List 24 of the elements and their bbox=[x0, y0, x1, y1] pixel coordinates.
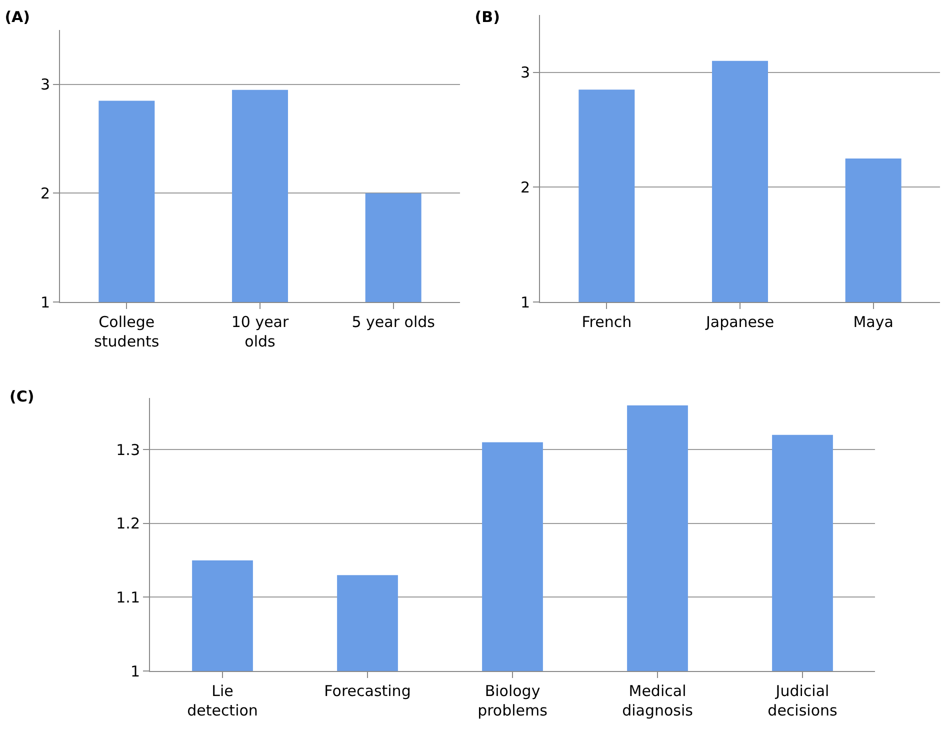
x-tick-label: 5 year olds bbox=[352, 313, 436, 331]
y-tick-label: 1.3 bbox=[116, 440, 140, 459]
x-tick-label: College students bbox=[94, 313, 160, 350]
x-tick-label: 10 year olds bbox=[231, 313, 290, 350]
x-tick-label: Maya bbox=[853, 313, 894, 331]
y-tick-label: 2 bbox=[40, 184, 50, 202]
chart-title: (B) bbox=[474, 8, 500, 26]
x-tick-label: Biology problems bbox=[478, 682, 548, 720]
y-tick-label: 1 bbox=[520, 293, 530, 312]
x-tick-label: Forecasting bbox=[324, 682, 411, 700]
y-tick-label: 3 bbox=[520, 64, 530, 82]
x-tick-label: French bbox=[582, 313, 632, 331]
chart-title: (A) bbox=[4, 8, 30, 26]
y-tick-label: 1.2 bbox=[116, 514, 140, 533]
x-tick-label: Judicial decisions bbox=[768, 682, 838, 720]
y-tick-label: 1 bbox=[40, 293, 50, 312]
y-tick-label: 1 bbox=[130, 662, 140, 680]
y-tick-label: 3 bbox=[40, 76, 50, 94]
text: (C) bbox=[10, 387, 34, 406]
y-tick-label: 1.1 bbox=[116, 588, 140, 606]
x-tick-label: Lie detection bbox=[187, 682, 258, 720]
x-tick-label: Medical diagnosis bbox=[622, 682, 694, 720]
x-tick-label: Japanese bbox=[704, 313, 774, 331]
y-tick-label: 2 bbox=[520, 178, 530, 196]
